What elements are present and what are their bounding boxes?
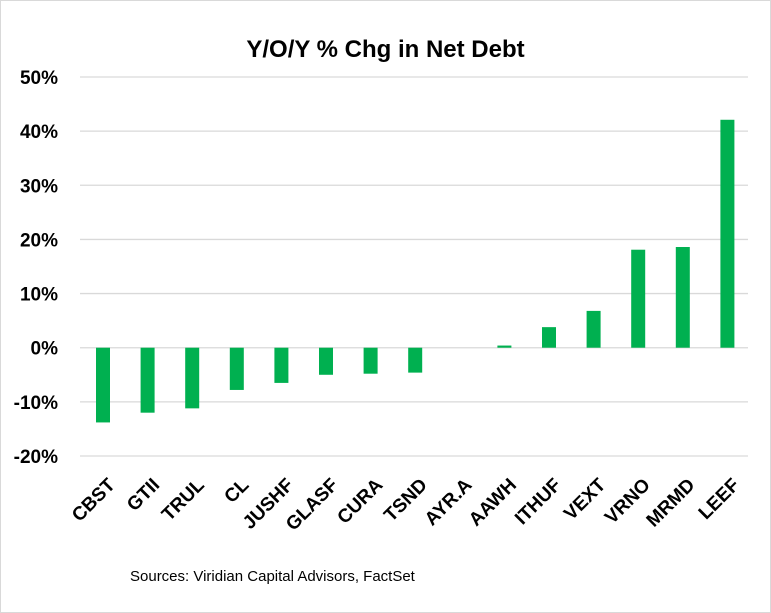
x-category-label: AYR.A <box>421 475 477 531</box>
bar-cl <box>229 347 244 390</box>
bar-cbst <box>96 347 110 423</box>
x-category-label: MRMD <box>643 475 700 532</box>
x-category-label: ITHUF <box>511 475 565 529</box>
bar-glasf <box>319 347 333 375</box>
y-tick-label: 0% <box>31 339 59 360</box>
bar-vrno <box>631 249 646 348</box>
y-tick-label: 30% <box>20 176 58 197</box>
y-tick-label: 50% <box>20 68 58 89</box>
y-axis: -20% -10% 0% 10% 20% 30% 40% 50% <box>14 68 58 468</box>
bar-cura <box>363 347 378 374</box>
bar-vext <box>586 310 601 348</box>
x-category-label: CBST <box>68 474 120 526</box>
bar-gtii <box>140 347 155 413</box>
bar-tsnd <box>408 347 423 373</box>
x-category-label: CL <box>221 474 254 507</box>
x-category-label: VEXT <box>560 474 610 524</box>
bar-aawh <box>497 345 512 348</box>
x-category-label: AAWH <box>465 475 521 531</box>
bars <box>96 119 735 423</box>
bar-leef <box>720 119 735 348</box>
x-category-label: CURA <box>334 475 388 529</box>
x-category-label: LEEF <box>695 475 744 524</box>
chart-title: Y/O/Y % Chg in Net Debt <box>246 36 525 63</box>
gridlines <box>80 76 748 457</box>
x-category-label: TRUL <box>158 474 209 525</box>
bar-ithuf <box>542 327 556 348</box>
y-tick-label: 20% <box>20 230 58 251</box>
y-tick-label: -10% <box>14 393 58 414</box>
source-note: Sources: Viridian Capital Advisors, Fact… <box>130 568 415 585</box>
y-tick-label: -20% <box>14 447 58 468</box>
bar-trul <box>185 347 200 409</box>
bar-mrmd <box>675 247 690 348</box>
y-tick-label: 40% <box>20 122 58 143</box>
bar-jushf <box>274 347 289 383</box>
y-tick-label: 10% <box>20 285 58 306</box>
